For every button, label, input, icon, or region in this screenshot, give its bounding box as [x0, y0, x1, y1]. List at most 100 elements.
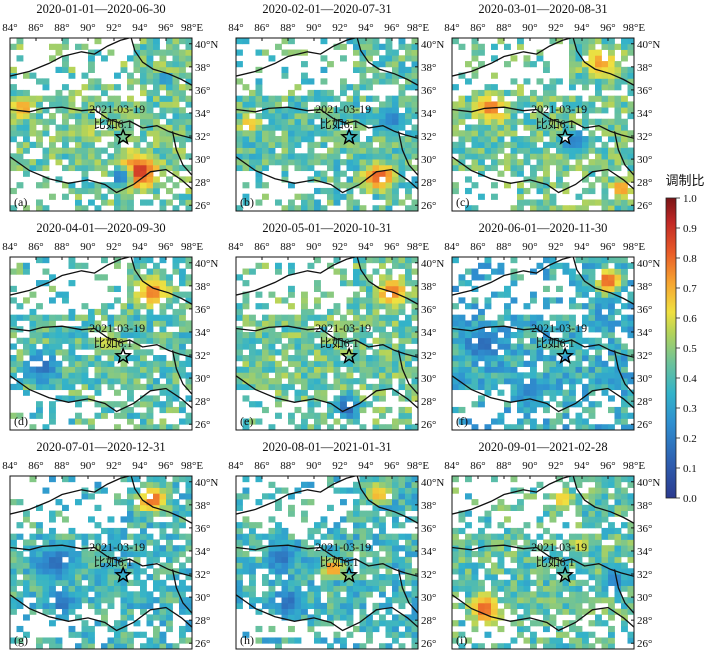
y-tick-label: 34°	[421, 108, 436, 120]
heat-cell	[127, 522, 134, 529]
heat-cell	[549, 274, 557, 281]
heat-cell	[101, 406, 108, 414]
heat-cell	[159, 136, 167, 143]
heat-cell	[562, 643, 570, 649]
heat-cell	[601, 360, 609, 367]
heat-cell	[385, 574, 393, 581]
heat-cell	[166, 550, 173, 558]
boundary-line	[397, 131, 418, 176]
heat-cell	[556, 182, 563, 189]
heat-cell	[88, 585, 95, 592]
heat-cell	[510, 389, 518, 396]
heat-cell	[366, 476, 373, 483]
heat-cell	[478, 314, 485, 321]
heat-cell	[346, 487, 354, 494]
heat-cell	[68, 349, 76, 356]
heat-cell	[94, 343, 102, 350]
heat-cell	[120, 61, 128, 68]
heat-cell	[146, 320, 154, 327]
heat-cell	[159, 164, 167, 172]
heat-cell	[569, 360, 576, 367]
heat-cell	[392, 360, 399, 367]
heat-cell	[133, 170, 141, 177]
heat-cell	[392, 257, 399, 264]
heat-cell	[379, 159, 386, 166]
heat-cell	[359, 585, 367, 592]
heat-cell	[179, 608, 186, 615]
heat-cell	[236, 597, 243, 604]
heat-cell	[127, 499, 134, 506]
heat-cell	[120, 591, 128, 598]
heat-cell	[543, 556, 550, 563]
heat-cell	[385, 257, 393, 264]
heat-cell	[242, 395, 250, 402]
heat-cell	[372, 522, 380, 529]
heat-cell	[478, 337, 485, 344]
heat-cell	[614, 574, 622, 581]
heat-cell	[127, 418, 134, 425]
heat-cell	[153, 499, 160, 506]
heat-cell	[398, 291, 406, 298]
heat-cell	[127, 412, 134, 419]
heat-cell	[398, 101, 406, 108]
heat-cell	[159, 274, 167, 281]
heat-cell	[249, 124, 256, 131]
heat-cell	[385, 481, 393, 488]
heat-cell	[398, 597, 406, 604]
heat-cell	[81, 164, 89, 172]
heat-cell	[614, 366, 622, 373]
heat-cell	[146, 55, 154, 62]
heat-cell	[179, 591, 186, 598]
heat-cell	[398, 418, 406, 425]
heat-cell	[62, 66, 69, 73]
heat-cell	[471, 591, 479, 598]
heat-cell	[81, 355, 89, 362]
heat-cell	[346, 406, 354, 414]
event-date-label: 2021-03-19	[89, 102, 145, 116]
heat-cell	[346, 159, 354, 166]
heat-cell	[536, 124, 544, 131]
heat-cell	[249, 539, 256, 546]
heat-cell	[608, 320, 615, 327]
heat-cell	[301, 360, 308, 367]
heat-cell	[333, 199, 341, 206]
heat-cell	[595, 343, 602, 350]
heat-cell	[281, 556, 289, 563]
heat-cell	[471, 331, 479, 339]
heat-cell	[562, 205, 570, 211]
heat-cell	[146, 602, 154, 610]
heat-cell	[471, 643, 479, 649]
heat-cell	[179, 504, 186, 511]
heat-cell	[569, 164, 576, 172]
y-tick-label: 30°	[637, 373, 652, 385]
heat-cell	[140, 510, 147, 517]
heat-cell	[582, 141, 589, 148]
heat-cell	[523, 395, 531, 402]
heat-cell	[398, 383, 406, 391]
heat-cell	[530, 153, 537, 160]
heat-cell	[159, 199, 167, 206]
heat-cell	[294, 372, 302, 379]
heat-cell	[81, 574, 89, 581]
heat-cell	[242, 522, 250, 529]
heat-cell	[411, 383, 418, 391]
heat-cell	[366, 308, 373, 316]
heat-cell	[146, 297, 154, 304]
heat-cell	[372, 124, 380, 131]
heat-cell	[627, 378, 634, 385]
heat-cell	[392, 118, 399, 125]
heat-cell	[582, 61, 589, 68]
heat-cell	[333, 487, 341, 494]
heat-cell	[372, 147, 380, 154]
heat-cell	[179, 631, 186, 638]
heat-cell	[55, 326, 63, 333]
heat-cell	[491, 43, 498, 50]
heat-cell	[268, 291, 276, 298]
heat-cell	[392, 355, 399, 362]
panel-frame	[451, 256, 635, 431]
heat-cell	[379, 141, 386, 148]
heat-cell	[281, 355, 289, 362]
heat-cell	[478, 550, 485, 558]
heat-cell	[236, 499, 243, 506]
heat-cell	[94, 84, 102, 91]
